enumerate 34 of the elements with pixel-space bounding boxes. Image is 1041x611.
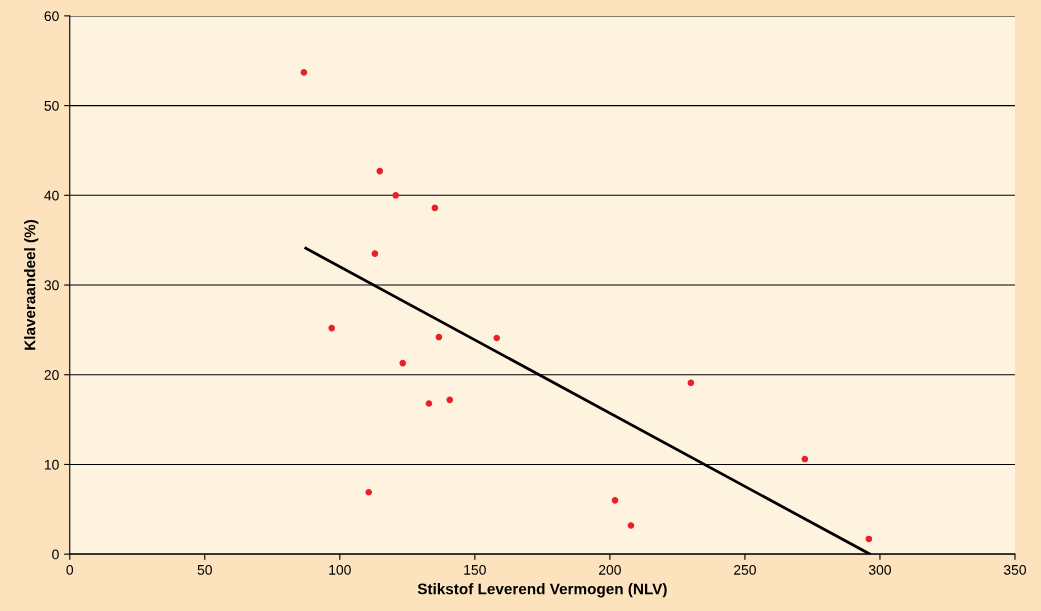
point — [801, 455, 809, 463]
point — [627, 522, 635, 529]
y-tick-label: 40 — [44, 190, 59, 201]
y-tick-label: 0 — [52, 549, 59, 560]
x-tick-label: 250 — [734, 564, 756, 575]
y-tick-label: 60 — [44, 11, 59, 22]
point — [493, 334, 501, 342]
y-tick-label: 30 — [44, 280, 59, 291]
x-tick-label: 50 — [197, 564, 212, 575]
point — [435, 333, 443, 341]
x-tick-label: 350 — [1003, 564, 1027, 575]
point — [392, 192, 400, 199]
y-axis-title: Klaveraandeel (%) — [24, 219, 39, 350]
point — [371, 250, 379, 257]
point — [611, 497, 619, 504]
point — [365, 488, 373, 496]
x-tick-label: 200 — [598, 564, 621, 575]
x-tick-label: 300 — [868, 564, 891, 575]
x-axis-title: Stikstof Leverend Vermogen (NLV) — [417, 583, 667, 598]
x-tick-label: 100 — [329, 564, 351, 575]
point — [425, 400, 433, 407]
point — [399, 359, 407, 367]
point — [300, 69, 308, 76]
point — [687, 379, 695, 387]
x-tick-label: 150 — [464, 564, 486, 575]
point — [328, 324, 336, 332]
y-tick-label: 10 — [44, 459, 59, 470]
point — [446, 396, 454, 404]
x-tick-label: 0 — [66, 564, 74, 575]
y-tick-label: 20 — [44, 370, 59, 380]
point — [865, 535, 873, 543]
point — [431, 204, 439, 212]
point — [376, 167, 384, 175]
y-tick-label: 50 — [44, 100, 59, 111]
